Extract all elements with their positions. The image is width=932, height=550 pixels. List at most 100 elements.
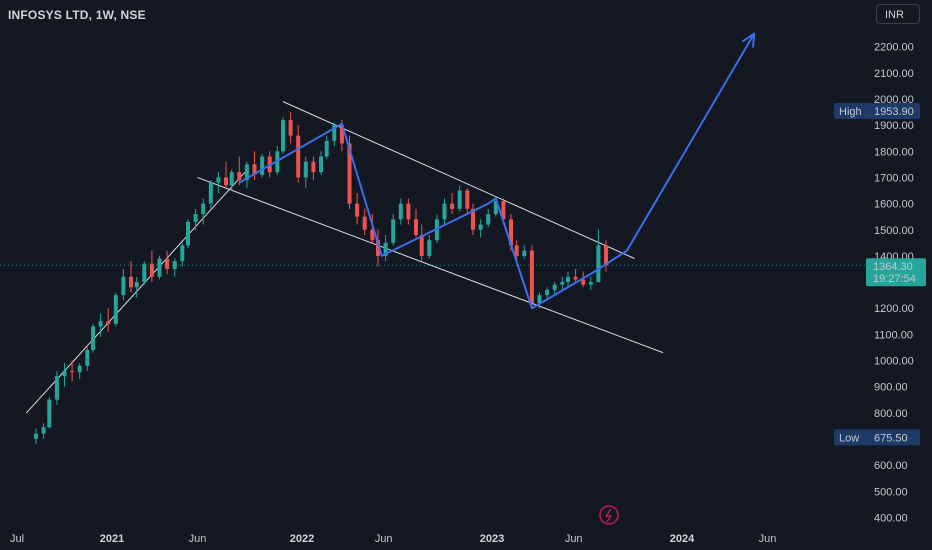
candle-body bbox=[465, 190, 470, 209]
candle-body bbox=[70, 370, 75, 373]
time-axis-label: Jun bbox=[189, 533, 207, 545]
candle-body bbox=[47, 399, 52, 428]
time-axis-label: Jun bbox=[759, 533, 777, 545]
candle-body bbox=[529, 250, 534, 303]
time-axis-label: Jul bbox=[10, 533, 24, 545]
candle-body bbox=[581, 279, 586, 285]
low-tag-value: 675.50 bbox=[874, 432, 908, 444]
price-axis-label: 1000.00 bbox=[874, 356, 914, 368]
candle-body bbox=[208, 182, 213, 204]
low-tag-label: Low bbox=[839, 432, 859, 444]
time-axis-label: Jun bbox=[375, 533, 393, 545]
price-axis-label: 1700.00 bbox=[874, 172, 914, 184]
candle-body bbox=[486, 214, 491, 225]
candle-body bbox=[216, 177, 221, 183]
time-axis-label: 2024 bbox=[670, 533, 695, 545]
candle-body bbox=[260, 156, 265, 175]
candle-body bbox=[201, 203, 206, 215]
current-price-value: 1364.30 bbox=[873, 261, 913, 273]
candle-body bbox=[113, 295, 118, 324]
candle-body bbox=[566, 276, 570, 283]
candle-body bbox=[427, 240, 432, 256]
candle-body bbox=[457, 190, 462, 209]
candle-body bbox=[311, 161, 316, 173]
price-axis-label: 1500.00 bbox=[874, 225, 914, 237]
arrow-head-icon bbox=[742, 32, 756, 48]
lightning-bolt bbox=[605, 508, 612, 523]
candle-body bbox=[414, 219, 418, 235]
low-tag bbox=[834, 429, 920, 446]
price-axis-label: 900.00 bbox=[874, 382, 908, 394]
price-axis-label: 600.00 bbox=[874, 460, 908, 472]
candle-body bbox=[339, 125, 344, 144]
candle-body bbox=[142, 263, 147, 283]
candle-body bbox=[537, 295, 542, 303]
candle-body bbox=[77, 365, 82, 373]
candle-body bbox=[406, 203, 411, 220]
price-axis-label: 500.00 bbox=[874, 486, 908, 498]
candle-body bbox=[224, 177, 228, 186]
price-axis-label: 1900.00 bbox=[874, 120, 914, 132]
candle-body bbox=[281, 119, 285, 152]
support-trend-line[interactable] bbox=[26, 171, 246, 414]
high-tag-label: High bbox=[839, 106, 862, 118]
candle-body bbox=[98, 321, 103, 327]
candle-body bbox=[303, 161, 308, 178]
candle-body bbox=[332, 125, 337, 141]
price-axis-label: 1200.00 bbox=[874, 303, 914, 315]
candle-body bbox=[237, 172, 242, 181]
candle-body bbox=[398, 203, 403, 220]
candle-body bbox=[560, 282, 565, 285]
candle-body bbox=[376, 240, 380, 256]
candle-body bbox=[129, 276, 133, 288]
current-price-tag bbox=[866, 258, 926, 287]
candle-body bbox=[478, 224, 483, 230]
candle-body bbox=[186, 221, 190, 246]
candle-body bbox=[355, 203, 360, 217]
projection-path[interactable] bbox=[238, 33, 756, 310]
price-axis-label: 400.00 bbox=[874, 512, 908, 524]
time-axis-label: 2021 bbox=[100, 533, 124, 545]
chart-title: INFOSYS LTD, 1W, NSE bbox=[8, 8, 146, 22]
candle-body bbox=[85, 350, 90, 366]
candle-body bbox=[288, 119, 293, 136]
candle-body bbox=[442, 203, 447, 220]
price-axis-label: 1800.00 bbox=[874, 146, 914, 158]
candle-body bbox=[370, 229, 375, 241]
candle-body bbox=[362, 216, 367, 230]
price-axis-label: 1100.00 bbox=[874, 329, 913, 341]
candle-body bbox=[383, 242, 388, 256]
lightning-icon[interactable] bbox=[599, 505, 619, 525]
channel-lower-line[interactable] bbox=[197, 176, 664, 354]
candle-body bbox=[514, 245, 519, 256]
candle-body bbox=[149, 263, 154, 277]
candle-body bbox=[522, 250, 527, 256]
time-axis-label: Jun bbox=[565, 533, 583, 545]
candle-body bbox=[573, 276, 578, 280]
candle-body bbox=[471, 208, 475, 230]
price-axis-label: 1600.00 bbox=[874, 199, 914, 211]
time-axis-label: 2023 bbox=[480, 533, 504, 545]
price-axis-label: 2000.00 bbox=[874, 94, 914, 106]
candle-body bbox=[172, 261, 177, 269]
candle-body bbox=[157, 258, 162, 277]
candle-body bbox=[552, 284, 557, 290]
candle-body bbox=[134, 282, 139, 288]
high-tag bbox=[834, 103, 920, 120]
candle-body bbox=[509, 219, 513, 246]
candle-body bbox=[252, 164, 257, 175]
candle-body bbox=[493, 200, 498, 215]
price-axis-label: 2100.00 bbox=[874, 68, 914, 80]
candle-body bbox=[121, 276, 126, 296]
candle-body bbox=[34, 433, 38, 439]
candle-body bbox=[501, 200, 506, 220]
countdown-value: 19:27:54 bbox=[873, 273, 916, 285]
candle-body bbox=[604, 245, 608, 266]
candle-body bbox=[193, 214, 198, 222]
currency-button[interactable]: INR bbox=[876, 4, 920, 24]
candle-body bbox=[596, 245, 601, 283]
price-axis-label: 800.00 bbox=[874, 408, 908, 420]
candle-body bbox=[54, 376, 59, 400]
candle-body bbox=[450, 203, 455, 209]
